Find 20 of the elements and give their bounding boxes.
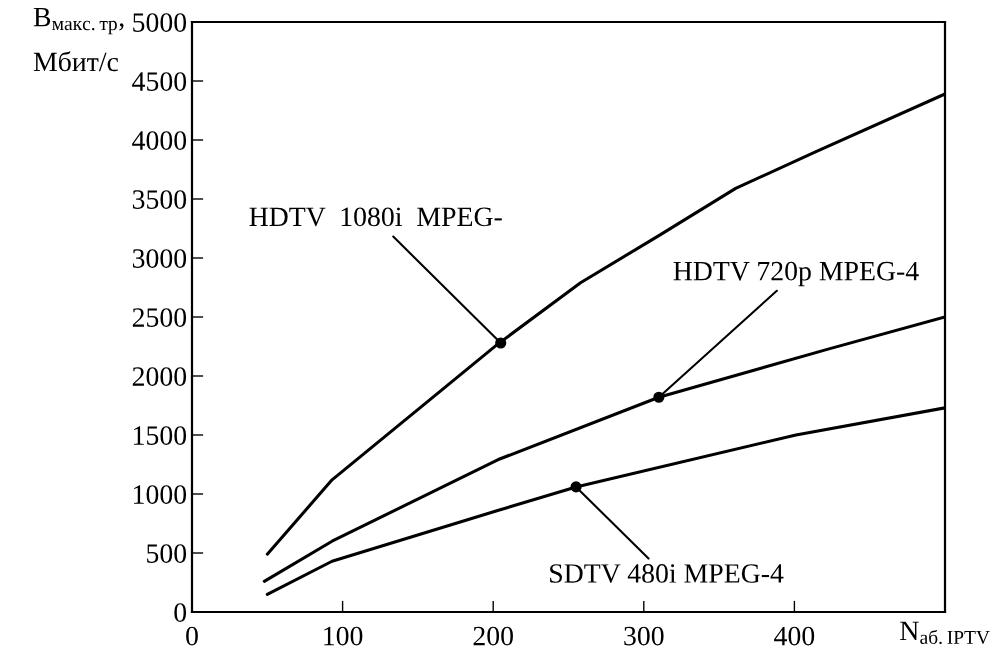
- annotation: HDTV 1080i MPEG-: [249, 207, 502, 227]
- y-tick-label: 5000: [133, 13, 187, 32]
- y-tick-label: 0: [174, 603, 187, 622]
- x-axis-title: N$_{аб.IPTV}$: [900, 621, 990, 645]
- x-tick-label: 100: [324, 626, 363, 646]
- y-tick-label: 4000: [132, 131, 187, 150]
- y-tick-label: 500: [147, 544, 187, 563]
- y-tick-label: 2000: [132, 367, 187, 386]
- y-tick-label: 3000: [132, 249, 187, 268]
- y-tick-label: 1000: [134, 485, 187, 504]
- y-tick-label: 4500: [132, 72, 187, 91]
- y-tick-label: 2500: [132, 308, 187, 327]
- x-tick-label: 300: [624, 626, 664, 646]
- annotation: SDTV 480i MPEG-4: [550, 564, 784, 584]
- annotation: HDTV 720p MPEG-4: [673, 261, 919, 287]
- x-tick-label: 200: [473, 626, 513, 646]
- y-axis-title: B$_{макс.тр}$, Мбит/с: [33, 8, 124, 72]
- x-tick-label: 400: [774, 626, 815, 646]
- y-tick-label: 3500: [132, 190, 187, 209]
- y-tick-label: 1500: [134, 426, 187, 445]
